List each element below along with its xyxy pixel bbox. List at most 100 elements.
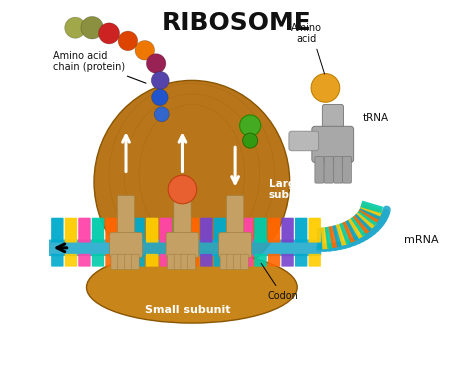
FancyBboxPatch shape — [173, 218, 185, 243]
Bar — [339, 222, 353, 244]
FancyBboxPatch shape — [92, 254, 104, 266]
Bar — [345, 218, 361, 241]
FancyBboxPatch shape — [64, 218, 77, 243]
FancyBboxPatch shape — [159, 218, 172, 243]
FancyBboxPatch shape — [51, 218, 64, 243]
Ellipse shape — [87, 252, 297, 323]
Bar — [353, 213, 371, 234]
FancyBboxPatch shape — [166, 232, 199, 258]
FancyBboxPatch shape — [322, 105, 344, 133]
Circle shape — [152, 89, 168, 106]
FancyBboxPatch shape — [78, 218, 91, 243]
Circle shape — [243, 133, 258, 148]
Bar — [357, 207, 379, 226]
FancyBboxPatch shape — [167, 254, 175, 269]
FancyBboxPatch shape — [174, 254, 182, 269]
FancyBboxPatch shape — [47, 240, 321, 256]
FancyBboxPatch shape — [119, 254, 131, 266]
Bar — [356, 209, 377, 229]
FancyBboxPatch shape — [309, 218, 321, 243]
Circle shape — [118, 31, 137, 51]
Text: Large
subunit: Large subunit — [269, 179, 313, 200]
FancyBboxPatch shape — [118, 196, 135, 236]
Circle shape — [311, 74, 340, 102]
Text: RIBOSOME: RIBOSOME — [162, 11, 312, 35]
FancyBboxPatch shape — [131, 254, 139, 269]
Circle shape — [81, 16, 103, 39]
Circle shape — [64, 17, 86, 38]
Text: tRNA: tRNA — [363, 113, 389, 123]
Bar — [321, 227, 329, 249]
FancyBboxPatch shape — [188, 254, 196, 269]
FancyBboxPatch shape — [315, 157, 324, 183]
FancyBboxPatch shape — [268, 254, 280, 266]
Bar — [360, 202, 383, 216]
FancyBboxPatch shape — [227, 218, 240, 243]
Circle shape — [168, 175, 197, 204]
FancyBboxPatch shape — [241, 218, 253, 243]
FancyBboxPatch shape — [227, 254, 240, 266]
FancyBboxPatch shape — [187, 254, 199, 266]
Circle shape — [99, 23, 119, 44]
Bar — [342, 220, 357, 243]
FancyBboxPatch shape — [187, 218, 199, 243]
FancyBboxPatch shape — [289, 131, 319, 151]
FancyBboxPatch shape — [109, 232, 142, 258]
FancyBboxPatch shape — [334, 157, 343, 183]
Bar — [359, 204, 382, 220]
FancyBboxPatch shape — [173, 254, 185, 266]
FancyBboxPatch shape — [309, 254, 321, 266]
Bar — [325, 226, 334, 249]
FancyBboxPatch shape — [324, 157, 333, 183]
Bar — [350, 215, 368, 236]
Bar — [355, 211, 374, 232]
FancyBboxPatch shape — [255, 218, 267, 243]
FancyBboxPatch shape — [295, 254, 307, 266]
FancyBboxPatch shape — [312, 126, 354, 163]
FancyBboxPatch shape — [255, 254, 267, 266]
FancyBboxPatch shape — [200, 254, 212, 266]
Bar — [332, 224, 344, 247]
FancyBboxPatch shape — [125, 254, 132, 269]
Circle shape — [240, 115, 261, 136]
FancyBboxPatch shape — [119, 218, 131, 243]
Bar — [336, 223, 348, 246]
Text: Amino
acid: Amino acid — [291, 23, 322, 44]
Circle shape — [135, 41, 155, 60]
FancyBboxPatch shape — [105, 254, 118, 266]
FancyBboxPatch shape — [132, 218, 145, 243]
Text: mRNA: mRNA — [404, 235, 439, 245]
Bar — [317, 228, 324, 250]
FancyBboxPatch shape — [268, 218, 280, 243]
Ellipse shape — [94, 80, 290, 283]
FancyBboxPatch shape — [146, 218, 158, 243]
FancyBboxPatch shape — [118, 254, 126, 269]
FancyBboxPatch shape — [234, 254, 242, 269]
FancyBboxPatch shape — [200, 218, 212, 243]
FancyBboxPatch shape — [219, 232, 252, 258]
Circle shape — [146, 54, 166, 73]
FancyBboxPatch shape — [132, 254, 145, 266]
Circle shape — [154, 107, 169, 122]
FancyBboxPatch shape — [111, 254, 119, 269]
Text: Amino acid
chain (protein): Amino acid chain (protein) — [53, 51, 146, 83]
Bar — [360, 200, 383, 213]
FancyBboxPatch shape — [282, 218, 294, 243]
FancyBboxPatch shape — [174, 196, 191, 236]
FancyBboxPatch shape — [240, 254, 248, 269]
Bar — [328, 226, 339, 248]
FancyBboxPatch shape — [227, 196, 244, 236]
Text: Small subunit: Small subunit — [146, 305, 231, 315]
FancyBboxPatch shape — [51, 254, 64, 266]
FancyBboxPatch shape — [92, 218, 104, 243]
Text: Codon: Codon — [261, 263, 298, 301]
FancyBboxPatch shape — [64, 254, 77, 266]
FancyBboxPatch shape — [105, 218, 118, 243]
FancyBboxPatch shape — [214, 254, 226, 266]
FancyBboxPatch shape — [241, 254, 253, 266]
FancyBboxPatch shape — [282, 254, 294, 266]
FancyBboxPatch shape — [220, 254, 228, 269]
FancyBboxPatch shape — [214, 218, 226, 243]
FancyBboxPatch shape — [159, 254, 172, 266]
FancyBboxPatch shape — [78, 254, 91, 266]
